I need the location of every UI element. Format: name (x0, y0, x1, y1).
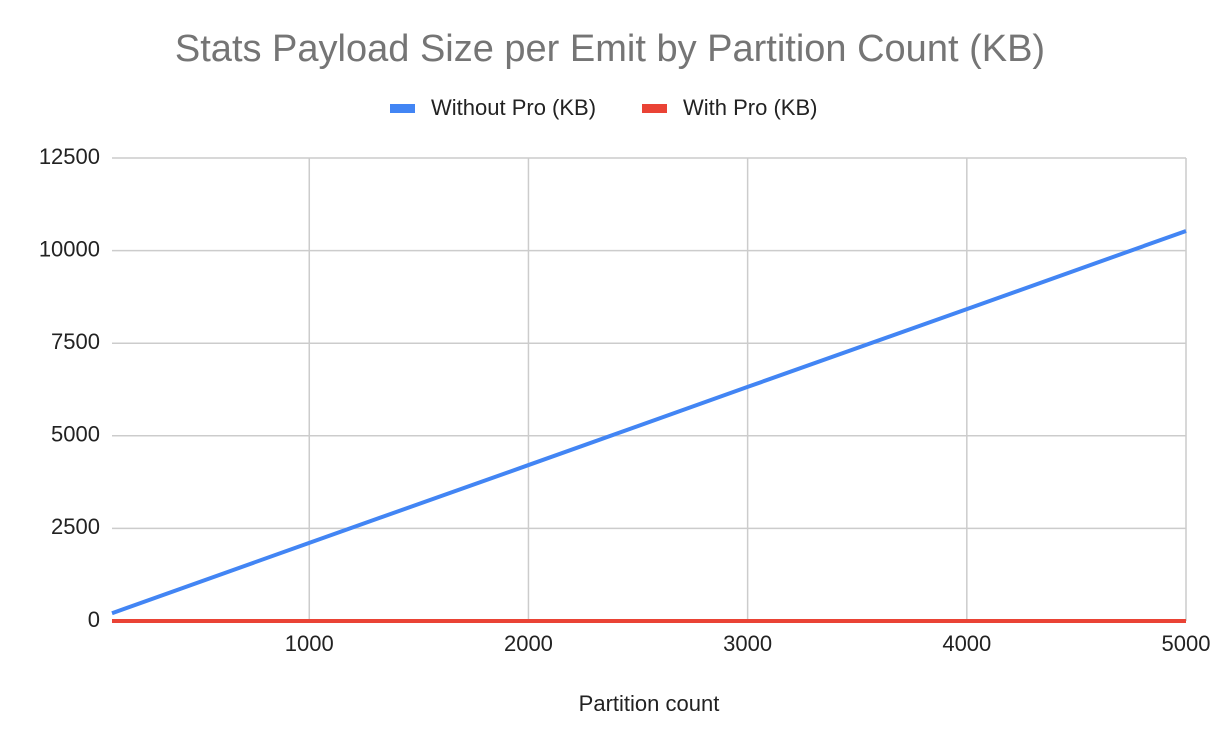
series-line (111, 229, 1187, 616)
x-tick-label: 5000 (1162, 631, 1211, 656)
chart-title: Stats Payload Size per Emit by Partition… (175, 28, 1045, 70)
y-tick-label: 7500 (51, 329, 100, 354)
legend-swatch (642, 104, 667, 113)
y-tick-label: 5000 (51, 422, 100, 447)
legend-label: Without Pro (KB) (431, 95, 596, 120)
y-tick-label: 10000 (39, 236, 100, 261)
x-tick-label: 1000 (285, 631, 334, 656)
legend-swatch (390, 104, 415, 113)
y-tick-label: 12500 (39, 144, 100, 169)
x-tick-label: 4000 (942, 631, 991, 656)
legend-label: With Pro (KB) (683, 95, 817, 120)
y-tick-label: 0 (88, 607, 100, 632)
x-tick-label: 2000 (504, 631, 553, 656)
x-axis-label: Partition count (579, 691, 720, 716)
y-tick-label: 2500 (51, 514, 100, 539)
x-tick-label: 3000 (723, 631, 772, 656)
